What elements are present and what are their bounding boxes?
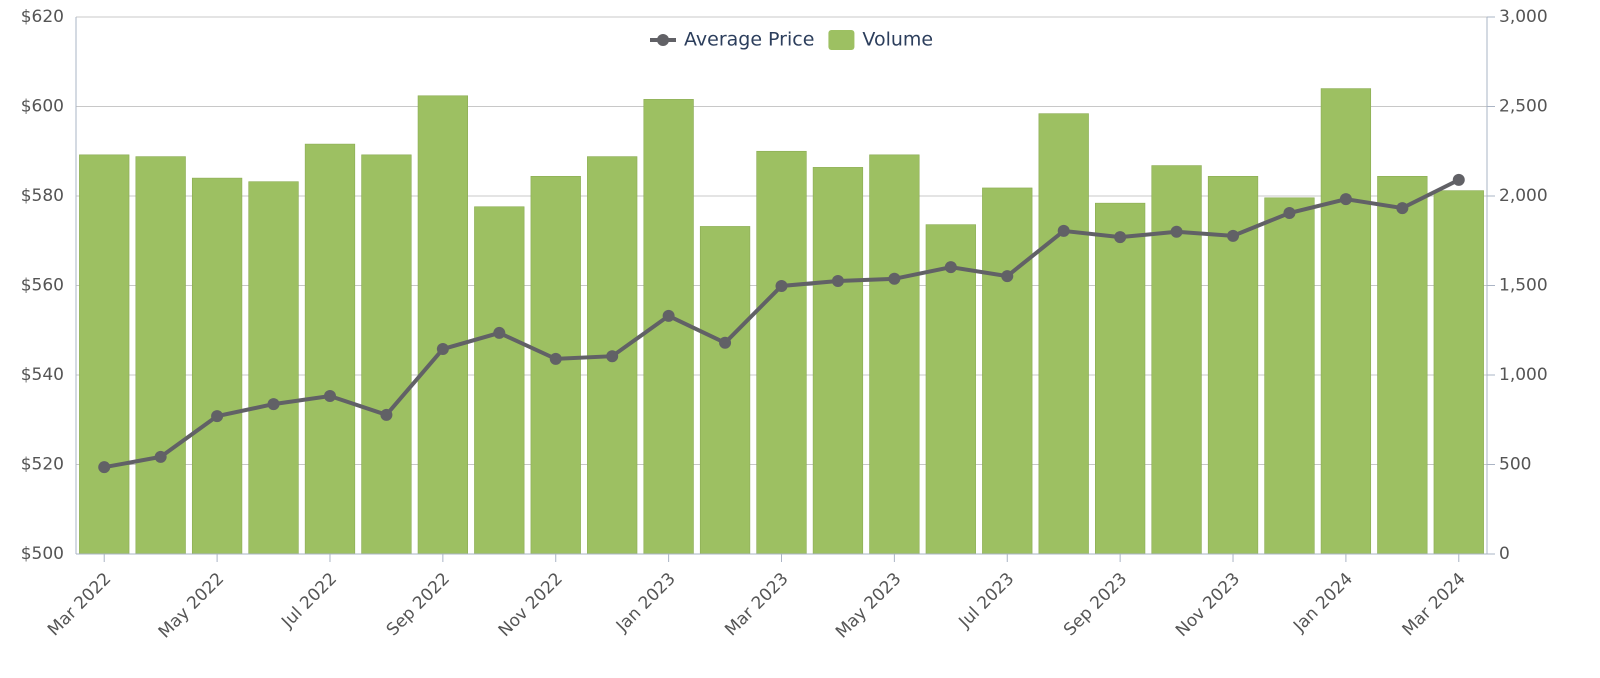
- x-tick-label: Jan 2024: [1289, 569, 1357, 637]
- bar: [1095, 202, 1146, 555]
- x-tick-label: Nov 2023: [1172, 569, 1244, 641]
- point: [211, 410, 224, 423]
- bar: [1320, 88, 1372, 555]
- y2-tick-label: 1,000: [1499, 365, 1548, 385]
- x-tick-label: Sep 2022: [383, 569, 454, 640]
- point: [493, 326, 506, 339]
- point: [1114, 231, 1127, 244]
- legend-item: Volume: [828, 29, 933, 51]
- x-tick-label: Sep 2023: [1060, 569, 1131, 640]
- point: [267, 398, 280, 411]
- point: [775, 279, 788, 292]
- point: [1283, 207, 1296, 220]
- bar: [79, 154, 130, 555]
- bar: [361, 154, 412, 555]
- point: [662, 309, 675, 322]
- bar: [417, 95, 468, 555]
- y-tick-label: $520: [21, 455, 64, 475]
- x-tick-label: Jul 2023: [955, 569, 1019, 633]
- bar: [248, 181, 299, 555]
- bar: [1377, 176, 1428, 555]
- point: [606, 350, 619, 363]
- bar: [869, 154, 920, 555]
- point: [98, 461, 111, 474]
- bar: [135, 156, 186, 555]
- y-tick-label: $500: [21, 544, 64, 564]
- bar: [191, 177, 243, 555]
- x-tick-label: Mar 2023: [721, 569, 792, 640]
- x-tick-label: Jan 2023: [612, 569, 680, 637]
- point: [154, 450, 167, 463]
- legend-label: Volume: [862, 29, 933, 51]
- x-tick-label: May 2023: [832, 569, 905, 642]
- point: [323, 390, 336, 403]
- bar: [925, 224, 976, 555]
- y-tick-label: $540: [21, 365, 64, 385]
- point: [1339, 193, 1352, 206]
- y2-tick-label: 3,000: [1499, 7, 1548, 27]
- y-tick-label: $620: [21, 7, 64, 27]
- bar: [530, 176, 581, 555]
- legend-label: Average Price: [684, 29, 814, 51]
- point: [719, 336, 732, 349]
- y-tick-label: $600: [21, 97, 64, 117]
- y2-tick-label: 2,000: [1499, 186, 1548, 206]
- legend-item: Average Price: [650, 29, 814, 51]
- bar: [1151, 165, 1202, 555]
- x-tick-label: May 2022: [155, 569, 228, 642]
- point: [1396, 202, 1409, 215]
- point: [831, 275, 844, 288]
- point: [888, 272, 901, 285]
- point: [944, 261, 957, 274]
- y2-tick-label: 1,500: [1499, 276, 1548, 296]
- bar: [1038, 113, 1089, 555]
- y2-tick-label: 2,500: [1499, 97, 1548, 117]
- x-tick-label: Mar 2024: [1399, 569, 1470, 640]
- bar: [474, 206, 525, 555]
- point: [436, 343, 449, 356]
- legend-marker: [657, 34, 669, 46]
- point: [1452, 173, 1465, 186]
- point: [1001, 270, 1014, 283]
- point: [1227, 229, 1240, 242]
- bar: [304, 143, 356, 555]
- x-tick-label: Nov 2022: [495, 569, 567, 641]
- bar: [982, 187, 1033, 555]
- y2-tick-label: 0: [1499, 544, 1510, 564]
- bar: [1264, 197, 1315, 555]
- bar: [1433, 190, 1484, 555]
- bar: [756, 150, 807, 555]
- x-tick-label: Mar 2022: [44, 569, 115, 640]
- y-tick-label: $580: [21, 186, 64, 206]
- y-tick-label: $560: [21, 276, 64, 296]
- point: [549, 352, 562, 365]
- legend-swatch: [828, 30, 855, 50]
- y2-tick-label: 500: [1499, 455, 1531, 475]
- point: [380, 408, 393, 421]
- bar: [812, 167, 864, 555]
- bar: [699, 226, 751, 555]
- point: [1057, 224, 1070, 237]
- point: [1170, 225, 1183, 238]
- x-tick-label: Jul 2022: [277, 569, 341, 633]
